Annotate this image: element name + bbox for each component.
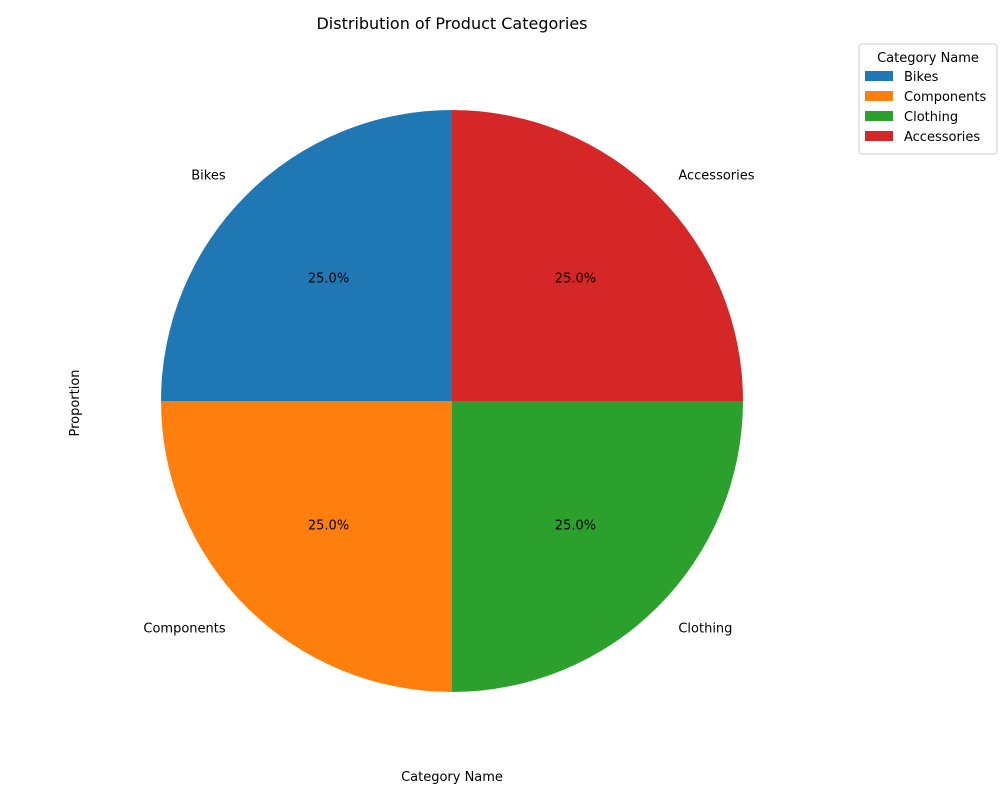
pie-slice-accessories bbox=[452, 110, 743, 401]
legend-label-components: Components bbox=[904, 90, 986, 105]
legend-swatch-accessories bbox=[865, 131, 893, 141]
x-axis-label: Category Name bbox=[401, 770, 503, 785]
legend-label-accessories: Accessories bbox=[904, 130, 980, 145]
pie-slice-bikes bbox=[161, 110, 452, 401]
slice-label-clothing: Clothing bbox=[678, 621, 732, 636]
y-axis-label: Proportion bbox=[68, 369, 83, 436]
legend-label-clothing: Clothing bbox=[904, 110, 958, 125]
legend: Category Name Bikes Components Clothing Acc… bbox=[858, 43, 998, 155]
legend-entries: Bikes Components Clothing Accessories bbox=[865, 70, 986, 145]
slice-label-bikes: Bikes bbox=[191, 169, 226, 184]
slice-label-accessories: Accessories bbox=[678, 169, 754, 184]
percent-label-components: 25.0% bbox=[308, 518, 349, 533]
legend-title: Category Name bbox=[877, 51, 979, 66]
legend-swatch-bikes bbox=[865, 71, 893, 81]
percent-label-accessories: 25.0% bbox=[555, 272, 596, 287]
pie-slices bbox=[161, 110, 743, 692]
pie-slice-clothing bbox=[452, 401, 743, 692]
percent-label-bikes: 25.0% bbox=[308, 272, 349, 287]
legend-swatch-components bbox=[865, 91, 893, 101]
pie-slice-labels: Bikes Components Clothing Accessories bbox=[143, 169, 754, 637]
pie-slice-components bbox=[161, 401, 452, 692]
legend-label-bikes: Bikes bbox=[904, 70, 939, 85]
pie-percent-labels: 25.0% 25.0% 25.0% 25.0% bbox=[308, 272, 596, 534]
legend-frame bbox=[858, 43, 998, 155]
slice-label-components: Components bbox=[143, 621, 225, 636]
chart-title: Distribution of Product Categories bbox=[316, 14, 587, 33]
legend-swatch-clothing bbox=[865, 111, 893, 121]
percent-label-clothing: 25.0% bbox=[555, 518, 596, 533]
